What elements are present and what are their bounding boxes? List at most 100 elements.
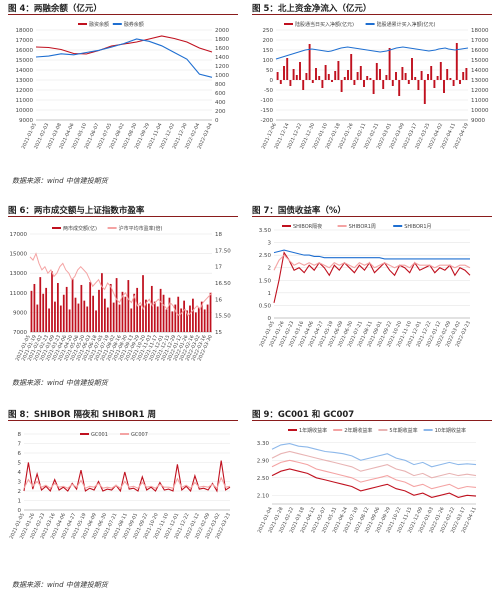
c6-bar-28 [112, 302, 115, 332]
c6-bar-35 [133, 293, 136, 332]
c8-series-1 [23, 476, 231, 490]
c5-bar-53 [446, 69, 449, 80]
c5-bar-33 [382, 80, 385, 89]
c6-bar-51 [180, 308, 183, 332]
c6-bar-31 [121, 291, 124, 332]
c5-legend-label-0: 陆股通当日买入净额(亿元) [295, 21, 354, 28]
c6-bar-2 [36, 304, 39, 332]
c6-bar-18 [83, 300, 86, 332]
c7-ytick-left-3: 1.50 [259, 278, 272, 284]
c5-bar-24 [353, 80, 356, 85]
c7-series-2 [273, 249, 470, 260]
c6-bar-37 [139, 305, 141, 332]
c9-legend-label-3: 10年期收益率 [435, 427, 466, 434]
c5-bar-50 [436, 76, 439, 80]
c5-legend-label-1: 陆股通累计买入净额(亿元) [377, 21, 436, 28]
c6-bar-59 [203, 309, 206, 332]
c6-legend-label-1: 沪市平均市盈率(倍) [119, 225, 163, 232]
c5-bar-10 [308, 44, 311, 80]
c7-ytick-left-7: 3.50 [259, 228, 272, 234]
c6-bar-7 [51, 271, 53, 332]
c6-bar-29 [115, 278, 118, 332]
c5-ytick-left-6: 100 [263, 58, 274, 64]
c8-ytick-left-2: 2 [18, 489, 22, 495]
c5-bar-44 [417, 80, 420, 90]
c5-bar-42 [411, 58, 413, 80]
c4-legend-label-0: 融资余额 [89, 21, 109, 28]
c4-ytick-left-3: 12000 [16, 88, 34, 94]
c5-bar-6 [295, 75, 298, 80]
c4-ytick-left-5: 14000 [16, 68, 34, 74]
c6-bar-36 [136, 287, 139, 332]
c6-bar-17 [80, 284, 83, 332]
c5-bar-39 [401, 67, 404, 80]
c5-bar-19 [337, 61, 340, 80]
c4-ytick-left-0: 9000 [19, 118, 33, 124]
c5-bar-18 [334, 71, 337, 80]
c6-ytick-right-3: 16.50 [215, 281, 231, 287]
c5-ytick-right-2: 11000 [471, 98, 489, 104]
chart4-rule [8, 14, 238, 15]
c8-ytick-left-7: 7 [18, 442, 22, 448]
c5-ytick-right-3: 12000 [471, 88, 489, 94]
c7-ytick-left-6: 3 [268, 241, 272, 247]
c5-bar-16 [327, 74, 330, 80]
c6-ytick-right-4: 17 [215, 265, 222, 271]
c6-ytick-left-2: 11000 [10, 291, 28, 297]
chart9-rule [252, 420, 492, 421]
c5-bar-12 [315, 68, 317, 80]
chart8-title: 图 8：SHIBOR 隔夜和 SHIBOR1 周 [8, 410, 156, 420]
c9-legend-label-0: 1年期收益率 [299, 427, 327, 434]
c6-bar-33 [127, 280, 130, 332]
c5-bar-26 [359, 66, 362, 80]
c5-bar-59 [465, 68, 468, 80]
c7-series-1 [273, 254, 471, 271]
c6-ytick-right-6: 18 [215, 232, 222, 238]
c5-bar-48 [430, 66, 433, 80]
c6-bar-9 [57, 283, 59, 332]
c5-bar-35 [388, 48, 391, 80]
c9-series-1 [271, 459, 477, 490]
chart4-title: 图 4：两融余额（亿元） [8, 4, 102, 14]
c5-bar-5 [292, 69, 295, 80]
c5-ytick-right-8: 17000 [471, 38, 489, 44]
c4-ytick-right-5: 1000 [215, 73, 229, 79]
c5-bar-57 [459, 80, 461, 84]
c6-bar-12 [65, 286, 68, 332]
c6-bar-45 [162, 294, 165, 332]
c5-bar-23 [350, 54, 353, 80]
source-note-2: 数据来源：wind 中信建投期货 [12, 379, 108, 387]
c5-ytick-left-5: 50 [266, 68, 273, 74]
c8-legend-label-0: GC001 [91, 432, 108, 438]
c5-bar-40 [404, 73, 407, 80]
c7-series-0 [273, 251, 471, 304]
c5-bar-46 [423, 80, 426, 104]
c5-bar-20 [340, 80, 343, 92]
chart6-title: 图 6：两市成交额与上证指数市盈率 [8, 206, 145, 216]
c5-bar-52 [443, 80, 445, 93]
c6-bar-49 [174, 304, 177, 332]
c6-bar-48 [171, 311, 174, 332]
c6-bar-42 [153, 301, 156, 332]
c6-bar-46 [165, 309, 168, 332]
c5-bar-29 [369, 78, 372, 80]
c6-bar-20 [89, 282, 92, 332]
c6-bar-6 [48, 308, 50, 332]
c6-ytick-left-4: 15000 [10, 252, 28, 258]
chart5-svg: -200 -150 -100 -50 0 50 100 150 200 250 9000 10000 1… [261, 21, 489, 150]
c7-ytick-left-2: 1 [268, 291, 272, 297]
c4-ytick-right-7: 1400 [215, 55, 229, 61]
c5-bar-37 [395, 72, 397, 80]
c9-ytick-left-0: 2.10 [257, 493, 270, 499]
c5-bar-0 [276, 72, 279, 80]
c8-ytick-left-3: 3 [18, 480, 22, 486]
c8-series-0 [23, 460, 231, 493]
c6-bar-55 [192, 298, 194, 332]
c6-bar-22 [95, 310, 97, 332]
c6-bar-26 [106, 307, 109, 332]
c5-bar-2 [283, 66, 285, 80]
c4-series-1 [35, 38, 213, 78]
c4-ytick-right-10: 2000 [215, 28, 229, 34]
c7-legend-label-1: SHIBOR1周 [349, 224, 376, 230]
c6-bar-27 [109, 283, 112, 332]
